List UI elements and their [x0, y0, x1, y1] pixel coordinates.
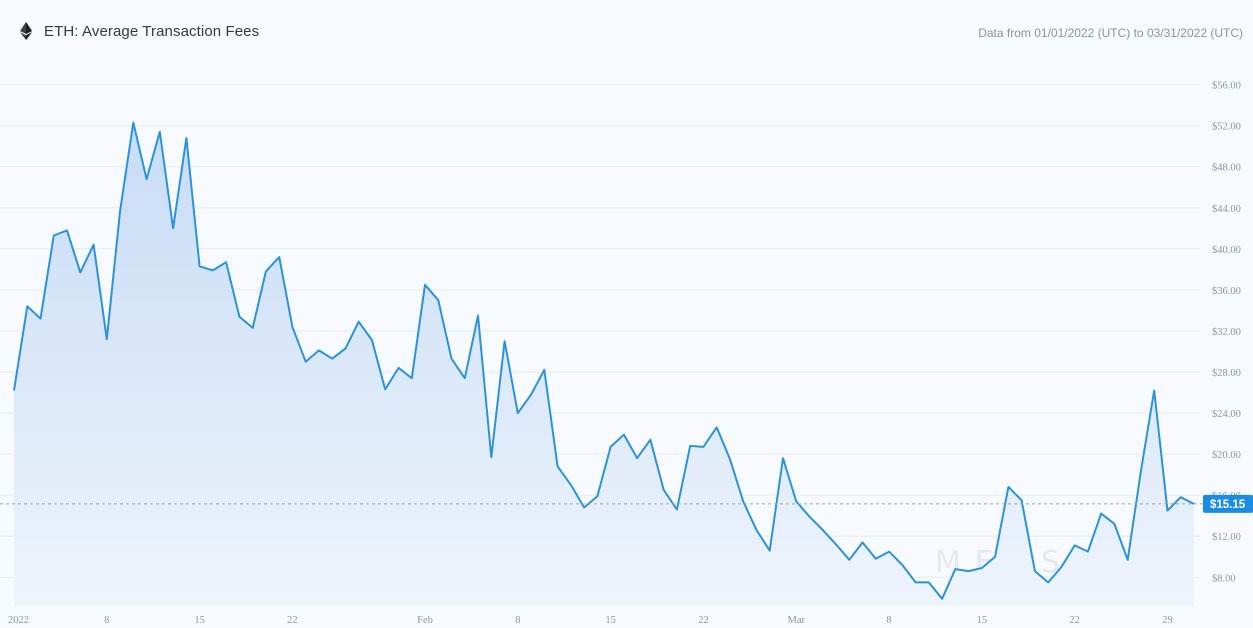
x-tick-label: 22 [698, 615, 709, 626]
chart-title: ETH: Average Transaction Fees [44, 22, 260, 40]
current-value-label: $15.15 [1210, 499, 1246, 511]
chart-header: ETH: Average Transaction Fees [20, 22, 259, 40]
x-axis-ticks: 2022 8 15 22 Feb 8 15 22 Mar 8 15 22 29 [8, 615, 1173, 626]
ethereum-icon [20, 22, 32, 40]
y-tick-label: $48.00 [1212, 163, 1241, 174]
y-tick-label: $32.00 [1212, 327, 1241, 338]
series-line [13, 121, 1195, 600]
x-tick-label: Mar [787, 615, 805, 626]
y-tick-label: $40.00 [1212, 245, 1241, 256]
y-tick-label: $52.00 [1212, 122, 1241, 133]
x-tick-label: Feb [417, 615, 433, 626]
x-tick-label: 8 [515, 615, 520, 626]
series-area [0, 121, 1203, 606]
y-tick-label: $44.00 [1212, 204, 1241, 215]
y-tick-label: $12.00 [1212, 532, 1241, 543]
x-tick-label: 15 [605, 615, 616, 626]
series-fill [14, 122, 1194, 606]
current-value-tag: $15.15 [1203, 494, 1253, 513]
x-tick-label: 8 [886, 615, 891, 626]
x-tick-label: 15 [977, 615, 988, 626]
x-tick-label: 15 [194, 615, 205, 626]
date-range-label: Data from 01/01/2022 (UTC) to 03/31/2022… [978, 26, 1243, 40]
y-tick-label: $20.00 [1212, 450, 1241, 461]
x-tick-label: 22 [287, 615, 298, 626]
y-tick-label: $56.00 [1212, 81, 1241, 92]
y-tick-label: $24.00 [1212, 409, 1241, 420]
y-tick-label: $28.00 [1212, 368, 1241, 379]
x-tick-label: 2022 [8, 615, 29, 626]
x-tick-label: 8 [104, 615, 109, 626]
y-tick-label: $36.00 [1212, 286, 1241, 297]
x-tick-label: 29 [1162, 615, 1173, 626]
y-tick-label: $8.00 [1212, 573, 1236, 584]
x-tick-label: 22 [1069, 615, 1080, 626]
